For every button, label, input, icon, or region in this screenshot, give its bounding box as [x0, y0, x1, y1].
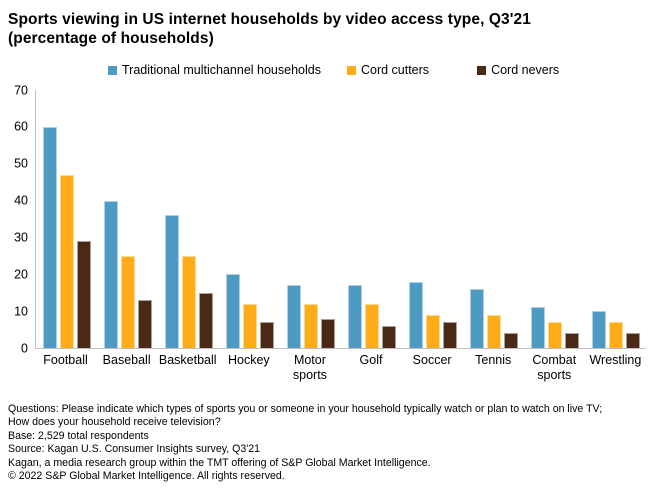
- y-tick-label: 50: [14, 156, 28, 171]
- bar-group-soccer: [402, 90, 463, 348]
- bar: [564, 333, 579, 348]
- y-tick-label: 10: [14, 303, 28, 318]
- bar: [181, 256, 196, 348]
- y-tick-label: 40: [14, 193, 28, 208]
- x-category-label: Combat sports: [532, 353, 577, 382]
- x-axis: Football Baseball Basketball Hockey Motor sp…: [35, 349, 646, 382]
- bar-group-football: [36, 90, 97, 348]
- bar: [486, 315, 501, 348]
- bar: [103, 201, 118, 348]
- legend-item-0: Traditional multichannel households: [108, 64, 321, 77]
- bar: [198, 293, 213, 348]
- x-category-label: Golf: [359, 353, 383, 367]
- bar: [59, 175, 74, 348]
- footer-line-1: Questions: Please indicate which types o…: [8, 403, 603, 415]
- bar: [347, 285, 362, 348]
- legend-label: Traditional multichannel households: [122, 63, 321, 77]
- bar: [42, 127, 57, 348]
- bar-group-motor-sports: [280, 90, 341, 348]
- legend-label: Cord cutters: [360, 63, 430, 77]
- legend-item-2: Cord nevers: [477, 64, 559, 77]
- x-category-label: Basketball: [158, 353, 217, 367]
- y-tick-label: 60: [14, 119, 28, 134]
- bar-chart: 0 10 20 30 40 50 60 70: [0, 84, 660, 354]
- bar-group-wrestling: [585, 90, 646, 348]
- bar: [625, 333, 640, 348]
- bar-groups: [36, 90, 646, 348]
- x-category-label: Football: [43, 353, 88, 367]
- bar-group-baseball: [97, 90, 158, 348]
- chart-title-line2: (percentage of households): [8, 30, 214, 47]
- bar: [320, 319, 335, 348]
- y-tick-label: 0: [21, 340, 28, 355]
- footer-line-2: How does your household receive televisi…: [8, 416, 221, 429]
- footer-line-4: Source: Kagan U.S. Consumer Insights sur…: [8, 443, 261, 456]
- legend-swatch-icon: [477, 66, 487, 75]
- legend-item-1: Cord cutters: [346, 63, 430, 77]
- chart-title: Sports viewing in US internet households…: [0, 0, 660, 48]
- bar-group-hockey: [219, 90, 280, 348]
- bar: [408, 282, 423, 348]
- bar: [120, 256, 135, 348]
- bar: [608, 322, 623, 348]
- y-tick-label: 20: [14, 267, 28, 282]
- bar: [530, 307, 545, 348]
- bar: [503, 333, 518, 348]
- legend: Traditional multichannel households Cord …: [0, 64, 660, 77]
- bar: [547, 322, 562, 348]
- bar: [225, 274, 240, 348]
- bar-group-combat-sports: [524, 90, 585, 348]
- bar: [442, 322, 457, 348]
- x-category-label: Tennis: [475, 353, 512, 367]
- bar-group-basketball: [158, 90, 219, 348]
- bar: [76, 241, 91, 348]
- legend-label: Cord nevers: [491, 63, 560, 77]
- legend-swatch-icon: [346, 66, 356, 75]
- bar: [591, 311, 606, 348]
- footer-line-5: Kagan, a media research group within the…: [8, 456, 431, 469]
- bar: [164, 215, 179, 348]
- x-category-label: Baseball: [102, 353, 151, 367]
- legend-swatch-icon: [108, 66, 117, 75]
- y-tick-label: 30: [14, 230, 28, 245]
- bar: [259, 322, 274, 348]
- bar: [137, 300, 152, 348]
- bar: [286, 285, 301, 348]
- footer-notes: Questions: Please indicate which types o…: [8, 403, 652, 483]
- x-category-label: Motor sports: [292, 353, 327, 382]
- x-category-label: Wrestling: [589, 353, 642, 367]
- chart-title-line1: Sports viewing in US internet households…: [8, 11, 531, 28]
- footer-line-6: © 2022 S&P Global Market Intelligence. A…: [8, 470, 285, 483]
- bar: [364, 304, 379, 348]
- bar: [469, 289, 484, 348]
- y-axis: 0 10 20 30 40 50 60 70: [0, 84, 35, 354]
- y-tick-label: 70: [14, 82, 28, 97]
- bar: [425, 315, 440, 348]
- bar: [303, 304, 318, 348]
- x-category-label: Hockey: [227, 353, 270, 367]
- bar-group-tennis: [463, 90, 524, 348]
- bar-group-golf: [341, 90, 402, 348]
- x-category-label: Soccer: [412, 353, 452, 367]
- footer-line-3: Base: 2,529 total respondents: [8, 429, 149, 442]
- plot-area: [35, 90, 646, 349]
- bar: [242, 304, 257, 348]
- bar: [381, 326, 396, 348]
